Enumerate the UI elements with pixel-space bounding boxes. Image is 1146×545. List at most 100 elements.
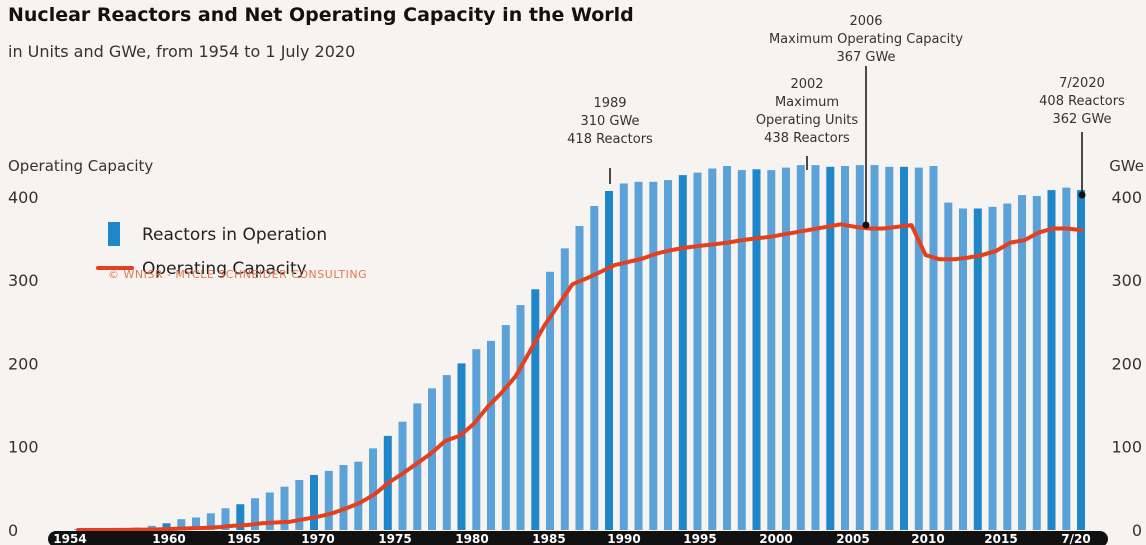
annotation-2002: Operating Units [756, 113, 859, 128]
x-tick-label: 7/20 [1061, 532, 1090, 545]
legend-swatch-reactors [108, 222, 120, 246]
y-tick-right: 300 [1111, 271, 1142, 290]
x-tick-label: 2005 [836, 532, 869, 545]
bar-reactors [413, 403, 422, 530]
bar-reactors [737, 170, 746, 530]
chart-subtitle: in Units and GWe, from 1954 to 1 July 20… [8, 42, 356, 61]
legend-label-capacity: Operating Capacity [142, 259, 307, 279]
x-tick-label: 1990 [607, 532, 640, 545]
bar-reactors [516, 305, 525, 530]
bar-reactors [1047, 190, 1056, 530]
bar-reactors [339, 465, 348, 530]
bar-reactors [221, 508, 230, 530]
bar-reactors [560, 248, 569, 530]
bar-reactors [442, 375, 451, 530]
bar-reactors [988, 206, 997, 531]
x-tick-label: 1980 [455, 532, 488, 545]
bar-reactors [678, 175, 687, 530]
bar-reactors [192, 517, 200, 530]
annotation-2002: 2002 [790, 77, 823, 92]
bar-reactors [251, 498, 259, 530]
bar-reactors [855, 165, 864, 530]
annotation-2006-dot [862, 221, 870, 229]
annotation-2002: Maximum [775, 95, 839, 110]
bar-reactors [664, 180, 672, 530]
bar-reactors [546, 271, 554, 530]
bar-reactors [841, 166, 849, 530]
bar-reactors [885, 166, 894, 531]
bar-reactors [354, 461, 363, 530]
copyright-text: © WNISR - MYCLE SCHNEIDER CONSULTING [108, 268, 367, 281]
bar-reactors [693, 172, 702, 530]
y-tick-left: 0 [8, 521, 18, 540]
bar-reactors [782, 167, 790, 530]
bar-reactors [605, 191, 613, 530]
bar-reactors [959, 208, 967, 530]
bar-reactors [590, 206, 599, 530]
bar-reactors [295, 480, 304, 530]
x-tick-label: 2010 [911, 532, 944, 545]
y-tick-left: 400 [8, 188, 39, 207]
bar-reactors [162, 523, 171, 530]
bar-reactors [575, 226, 584, 530]
annotation-2006: Maximum Operating Capacity [769, 32, 963, 47]
bar-reactors [501, 325, 510, 530]
bar-reactors [531, 289, 540, 530]
bar-reactors [457, 363, 466, 530]
y-axis-label-right: GWe [1109, 157, 1144, 175]
legend-label-reactors: Reactors in Operation [142, 225, 327, 245]
annotation-1989: 310 GWe [580, 114, 639, 129]
bar-reactors [472, 349, 481, 530]
y-tick-left: 300 [8, 271, 39, 290]
bar-reactors [1018, 195, 1026, 530]
bar-reactors [1077, 190, 1085, 530]
bar-reactors [280, 486, 289, 530]
bar-reactors [369, 448, 377, 530]
bar-reactors [236, 504, 245, 530]
y-tick-left: 200 [8, 354, 39, 373]
x-tick-label: 2015 [984, 532, 1017, 545]
bar-reactors [900, 166, 908, 531]
x-tick-label: 1970 [301, 532, 334, 545]
bar-reactors [619, 183, 628, 530]
y-tick-right: 0 [1132, 521, 1142, 540]
x-tick-label: 1965 [227, 532, 260, 545]
line-operating-capacity [76, 222, 1083, 532]
annotation-2020: 408 Reactors [1039, 94, 1125, 109]
y-tick-right: 100 [1111, 438, 1142, 457]
x-tick-label: 2000 [759, 532, 792, 545]
bar-reactors [634, 181, 643, 531]
bar-reactors [177, 519, 186, 530]
bar-reactors [914, 167, 923, 530]
bar-reactors [206, 513, 215, 530]
bar-reactors [1003, 203, 1012, 530]
bar-reactors [811, 165, 820, 530]
x-tick-label: 1995 [683, 532, 716, 545]
annotation-2006: 2006 [849, 14, 882, 29]
bar-reactors [1062, 187, 1071, 530]
bar-reactors [310, 475, 318, 530]
annotation-1989: 1989 [593, 96, 626, 111]
bar-reactors [1032, 196, 1041, 530]
bar-reactors [796, 165, 805, 530]
annotation-2020: 362 GWe [1052, 112, 1111, 127]
y-tick-right: 400 [1111, 188, 1142, 207]
bar-reactors [870, 165, 879, 530]
bar-reactors [487, 340, 495, 530]
annotation-2020: 7/2020 [1059, 76, 1105, 91]
x-tick-label: 1960 [152, 532, 185, 545]
x-tick-label: 1975 [378, 532, 411, 545]
x-axis-bar [48, 531, 1108, 545]
bar-reactors [649, 181, 658, 531]
bar-reactors [265, 492, 274, 530]
bar-reactors [708, 168, 717, 530]
annotation-1989: 418 Reactors [567, 132, 653, 147]
bar-reactors [428, 388, 436, 530]
chart-title: Nuclear Reactors and Net Operating Capac… [8, 4, 634, 26]
bar-reactors [324, 470, 333, 530]
annotation-2006: 367 GWe [836, 50, 895, 65]
bar-reactors [723, 166, 731, 530]
bar-reactors [973, 208, 982, 530]
y-tick-left: 100 [8, 438, 39, 457]
